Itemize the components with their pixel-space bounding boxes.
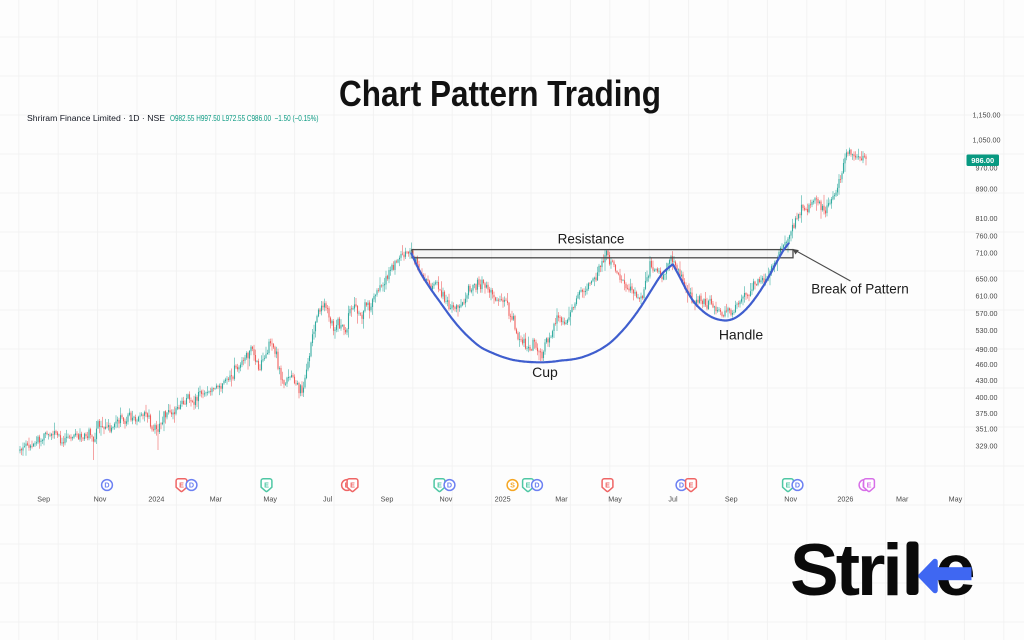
svg-text:Stri: Stri — [790, 530, 900, 611]
svg-text:610.00: 610.00 — [976, 292, 998, 301]
svg-text:O982.55 H997.50 L972.55 C986.0: O982.55 H997.50 L972.55 C986.00 −1.50 (−… — [170, 114, 319, 123]
svg-text:D: D — [679, 481, 684, 490]
svg-text:810.00: 810.00 — [976, 214, 998, 223]
svg-text:Sep: Sep — [725, 495, 738, 504]
svg-text:Chart Pattern Trading: Chart Pattern Trading — [339, 73, 661, 114]
svg-text:329.00: 329.00 — [976, 441, 998, 450]
svg-text:Mar: Mar — [896, 495, 909, 504]
svg-text:1,050.00: 1,050.00 — [973, 135, 1001, 144]
svg-text:Sep: Sep — [37, 495, 50, 504]
svg-text:986.00: 986.00 — [971, 156, 994, 165]
svg-text:E: E — [350, 481, 355, 490]
svg-text:890.00: 890.00 — [976, 184, 998, 193]
svg-text:490.00: 490.00 — [976, 345, 998, 354]
svg-text:375.00: 375.00 — [976, 409, 998, 418]
svg-text:Nov: Nov — [784, 495, 797, 504]
svg-text:Mar: Mar — [210, 495, 223, 504]
svg-text:430.00: 430.00 — [976, 376, 998, 385]
svg-text:E: E — [786, 481, 791, 490]
svg-text:2024: 2024 — [148, 495, 164, 504]
svg-text:May: May — [608, 495, 622, 504]
svg-text:Resistance: Resistance — [558, 232, 625, 247]
svg-text:D: D — [447, 481, 452, 490]
svg-text:710.00: 710.00 — [976, 249, 998, 258]
svg-text:Mar: Mar — [555, 495, 568, 504]
svg-text:May: May — [949, 495, 963, 504]
svg-text:1,150.00: 1,150.00 — [973, 110, 1001, 119]
svg-text:E: E — [437, 481, 442, 490]
svg-text:530.00: 530.00 — [976, 326, 998, 335]
svg-text:Sep: Sep — [381, 495, 394, 504]
svg-text:2025: 2025 — [495, 495, 511, 504]
svg-text:Nov: Nov — [94, 495, 107, 504]
svg-text:460.00: 460.00 — [976, 360, 998, 369]
svg-text:Jul: Jul — [323, 495, 333, 504]
svg-text:E: E — [689, 481, 694, 490]
svg-text:E: E — [526, 481, 531, 490]
svg-text:E: E — [179, 481, 184, 490]
svg-text:Shriram Finance Limited · 1D ·: Shriram Finance Limited · 1D · NSE — [27, 114, 165, 123]
svg-text:Break of Pattern: Break of Pattern — [811, 282, 909, 297]
svg-text:Handle: Handle — [719, 327, 764, 343]
svg-text:650.00: 650.00 — [976, 275, 998, 284]
svg-text:D: D — [104, 481, 109, 490]
svg-text:D: D — [795, 481, 800, 490]
svg-text:Jul: Jul — [668, 495, 678, 504]
svg-text:760.00: 760.00 — [976, 231, 998, 240]
svg-text:D: D — [534, 481, 539, 490]
svg-text:E: E — [605, 481, 610, 490]
svg-text:Nov: Nov — [440, 495, 453, 504]
svg-text:May: May — [263, 495, 277, 504]
svg-text:400.00: 400.00 — [976, 393, 998, 402]
svg-text:E: E — [867, 481, 872, 490]
svg-text:570.00: 570.00 — [976, 309, 998, 318]
svg-text:970.00: 970.00 — [976, 163, 998, 172]
svg-text:2026: 2026 — [837, 495, 853, 504]
svg-text:D: D — [189, 481, 194, 490]
svg-text:351.00: 351.00 — [976, 424, 998, 433]
svg-text:S: S — [510, 481, 515, 490]
svg-text:Cup: Cup — [532, 364, 558, 380]
svg-text:E: E — [264, 481, 269, 490]
